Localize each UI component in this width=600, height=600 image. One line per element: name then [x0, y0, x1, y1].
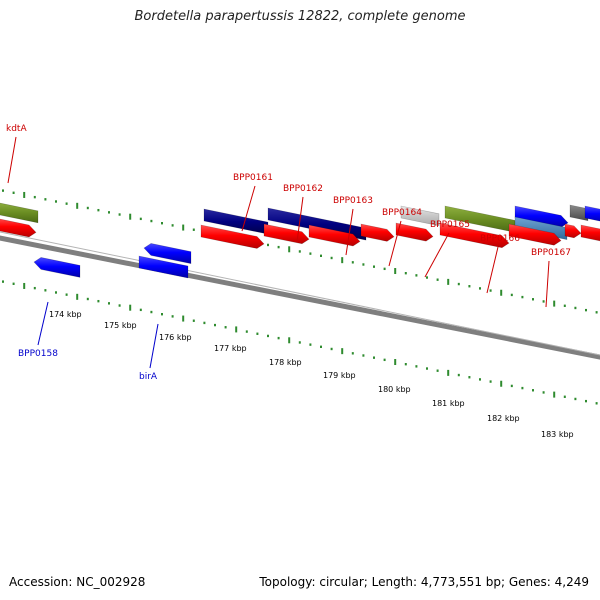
reverse-cds-arrow	[33, 257, 81, 278]
olive-gene-block	[0, 202, 39, 224]
ruler-label: 175 kbp	[104, 321, 137, 330]
ruler-label: 179 kbp	[323, 371, 356, 380]
label-leader-line	[7, 136, 17, 184]
gene-label[interactable]: kdtA	[6, 124, 27, 134]
cds-arrow	[308, 224, 361, 247]
gene-label[interactable]: BPP0161	[233, 173, 273, 183]
outer-tick-track	[2, 189, 598, 314]
light-gray-block	[400, 205, 440, 227]
accession-text: Accession: NC_002928	[9, 575, 146, 589]
topology-summary: Topology: circular; Length: 4,773,551 bp…	[259, 575, 589, 589]
cds-arrow	[439, 222, 510, 249]
inner-tick-track	[2, 280, 598, 405]
label-leader-line	[345, 208, 354, 256]
label-leader-line	[241, 185, 256, 232]
reverse-cds-arrow	[514, 205, 569, 228]
reverse-cds-block	[584, 205, 600, 222]
gene-label[interactable]: BPP0162	[283, 184, 323, 194]
label-leader-line	[149, 323, 159, 369]
ruler-label: 180 kbp	[378, 385, 411, 394]
reverse-cds-block	[138, 255, 189, 279]
gene-label[interactable]: BPP0158	[18, 349, 58, 359]
ruler-label: 177 kbp	[214, 344, 247, 353]
cds-arrow	[580, 224, 600, 242]
label-leader-line	[545, 260, 550, 308]
reverse-cds-arrow	[143, 243, 192, 265]
ruler-label: 174 kbp	[49, 310, 82, 319]
gene-label[interactable]: BPP0166	[480, 234, 520, 244]
ruler-label: 183 kbp	[541, 430, 574, 439]
map-title: Bordetella parapertussis 12822, complete…	[134, 9, 466, 24]
cds-arrow	[508, 223, 562, 246]
gene-label[interactable]: BPP0165	[430, 220, 470, 230]
ruler-labels: 174 kbp 175 kbp 176 kbp 177 kbp 178 kbp 179 k…	[49, 310, 574, 439]
backbone-line	[0, 235, 600, 360]
feature-track	[0, 202, 600, 279]
label-leader-line	[37, 301, 49, 346]
gray-block	[569, 204, 589, 222]
gene-label[interactable]: BPP0163	[333, 196, 373, 206]
label-leader-line	[486, 246, 499, 294]
cds-arrow	[0, 218, 37, 238]
gene-label[interactable]: birA	[139, 372, 158, 382]
label-leader-line	[296, 196, 304, 243]
cds-arrow	[564, 223, 582, 239]
label-leader-line	[424, 232, 450, 278]
ruler-label: 182 kbp	[487, 414, 520, 423]
gene-label[interactable]: BPP0164	[382, 208, 422, 218]
genome-backbone	[0, 231, 600, 360]
ruler-label: 176 kbp	[159, 333, 192, 342]
gene-labels: kdtA BPP0161 BPP0162 BPP0163 BPP0164 BPP0165 B…	[6, 124, 571, 382]
ruler-label: 181 kbp	[432, 399, 465, 408]
label-leader-line	[388, 220, 402, 267]
ruler-label: 178 kbp	[269, 358, 302, 367]
backbone-highlight	[0, 231, 600, 356]
label-leaders	[7, 136, 550, 369]
cds-arrow	[395, 222, 434, 242]
gene-label[interactable]: BPP0167	[531, 248, 571, 258]
cds-arrow	[360, 223, 395, 242]
cds-arrow	[200, 224, 265, 249]
